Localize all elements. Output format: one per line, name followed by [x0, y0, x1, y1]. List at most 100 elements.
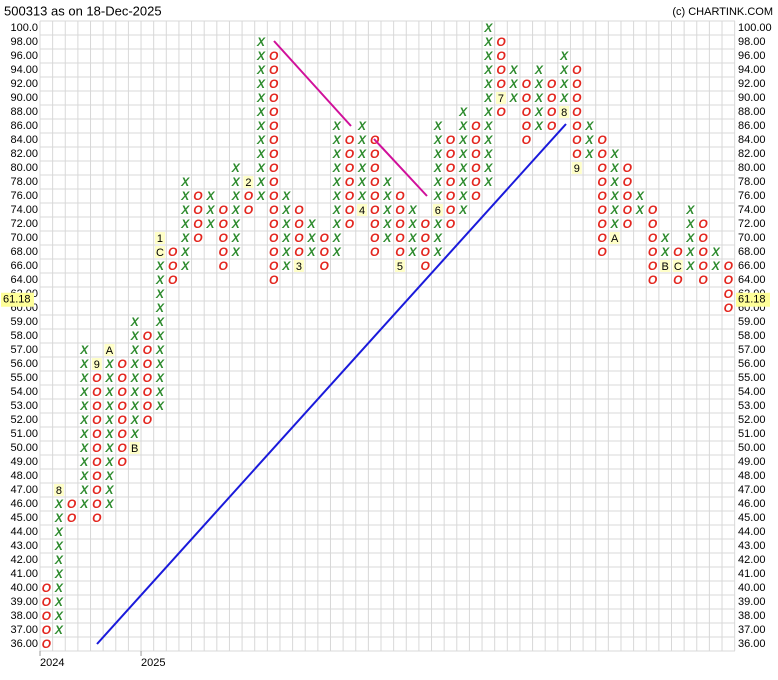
y2-tick-label: 51.00	[738, 428, 766, 440]
box: X	[685, 245, 695, 259]
box: X	[54, 595, 64, 609]
box: O	[143, 371, 153, 385]
box: O	[572, 119, 582, 133]
box: X	[458, 161, 468, 175]
month-marker: A	[611, 233, 619, 245]
box: X	[483, 63, 493, 77]
y2-tick-label: 53.00	[738, 400, 766, 412]
box: O	[143, 413, 153, 427]
box: O	[117, 413, 127, 427]
trend-line	[373, 138, 428, 197]
box: X	[104, 483, 114, 497]
y-tick-label: 94.00	[10, 64, 38, 76]
box: X	[281, 203, 291, 217]
box: X	[408, 217, 418, 231]
box: O	[345, 175, 355, 189]
month-marker: 3	[296, 261, 302, 273]
box: O	[143, 399, 153, 413]
box: X	[281, 231, 291, 245]
box: O	[698, 231, 708, 245]
box: O	[92, 371, 102, 385]
box: X	[155, 385, 165, 399]
month-marker-bg	[243, 176, 254, 188]
y-tick-label: 50.00	[10, 442, 38, 454]
box: O	[269, 189, 279, 203]
box: X	[584, 119, 594, 133]
box: O	[446, 133, 456, 147]
box: X	[79, 483, 89, 497]
box: X	[256, 35, 266, 49]
box: X	[433, 245, 443, 259]
box: O	[269, 147, 279, 161]
box: X	[79, 469, 89, 483]
y2-tick-label: 40.00	[738, 582, 766, 594]
month-marker-bg	[154, 232, 165, 244]
box: O	[648, 217, 658, 231]
y-tick-label: 84.00	[10, 134, 38, 146]
box: O	[623, 217, 633, 231]
box: X	[357, 119, 367, 133]
box: X	[79, 497, 89, 511]
box: X	[635, 189, 645, 203]
box: O	[370, 189, 380, 203]
box: X	[256, 63, 266, 77]
month-marker-bg	[53, 484, 64, 496]
box: O	[572, 105, 582, 119]
box: X	[382, 231, 392, 245]
box: X	[104, 399, 114, 413]
box: X	[180, 189, 190, 203]
y-tick-label: 70.00	[10, 232, 38, 244]
box: O	[446, 189, 456, 203]
box: X	[483, 77, 493, 91]
box: X	[559, 49, 569, 63]
box: X	[155, 329, 165, 343]
box: X	[155, 371, 165, 385]
y2-tick-label: 96.00	[738, 50, 766, 62]
box: O	[522, 119, 532, 133]
box: X	[231, 217, 241, 231]
box: X	[54, 525, 64, 539]
box: O	[193, 203, 203, 217]
box: X	[408, 231, 418, 245]
box: X	[79, 399, 89, 413]
box: X	[458, 105, 468, 119]
box: X	[130, 399, 140, 413]
box: O	[42, 581, 52, 595]
y2-tick-label: 57.00	[738, 344, 766, 356]
box: O	[421, 259, 431, 273]
box: O	[648, 203, 658, 217]
y2-tick-label: 58.00	[738, 330, 766, 342]
box: X	[584, 133, 594, 147]
box: X	[155, 399, 165, 413]
box: O	[168, 273, 178, 287]
box: X	[610, 161, 620, 175]
box: O	[218, 231, 228, 245]
box: O	[320, 231, 330, 245]
box: X	[382, 175, 392, 189]
box: O	[648, 273, 658, 287]
box: X	[483, 175, 493, 189]
box: X	[130, 413, 140, 427]
box: X	[458, 203, 468, 217]
box: O	[698, 217, 708, 231]
y-tick-label: 96.00	[10, 50, 38, 62]
box: O	[370, 217, 380, 231]
box: X	[79, 413, 89, 427]
box: X	[660, 231, 670, 245]
last-price-label: 61.18	[3, 294, 31, 306]
box: O	[572, 147, 582, 161]
month-marker-bg	[394, 260, 405, 272]
box: X	[281, 189, 291, 203]
y2-tick-label: 41.00	[738, 568, 766, 580]
box: X	[382, 217, 392, 231]
box: X	[256, 105, 266, 119]
box: X	[433, 217, 443, 231]
box: O	[294, 217, 304, 231]
box: O	[168, 245, 178, 259]
box: O	[522, 91, 532, 105]
month-marker-bg	[432, 204, 443, 216]
month-marker: 9	[94, 359, 100, 371]
box: O	[446, 147, 456, 161]
y2-tick-label: 66.00	[738, 260, 766, 272]
